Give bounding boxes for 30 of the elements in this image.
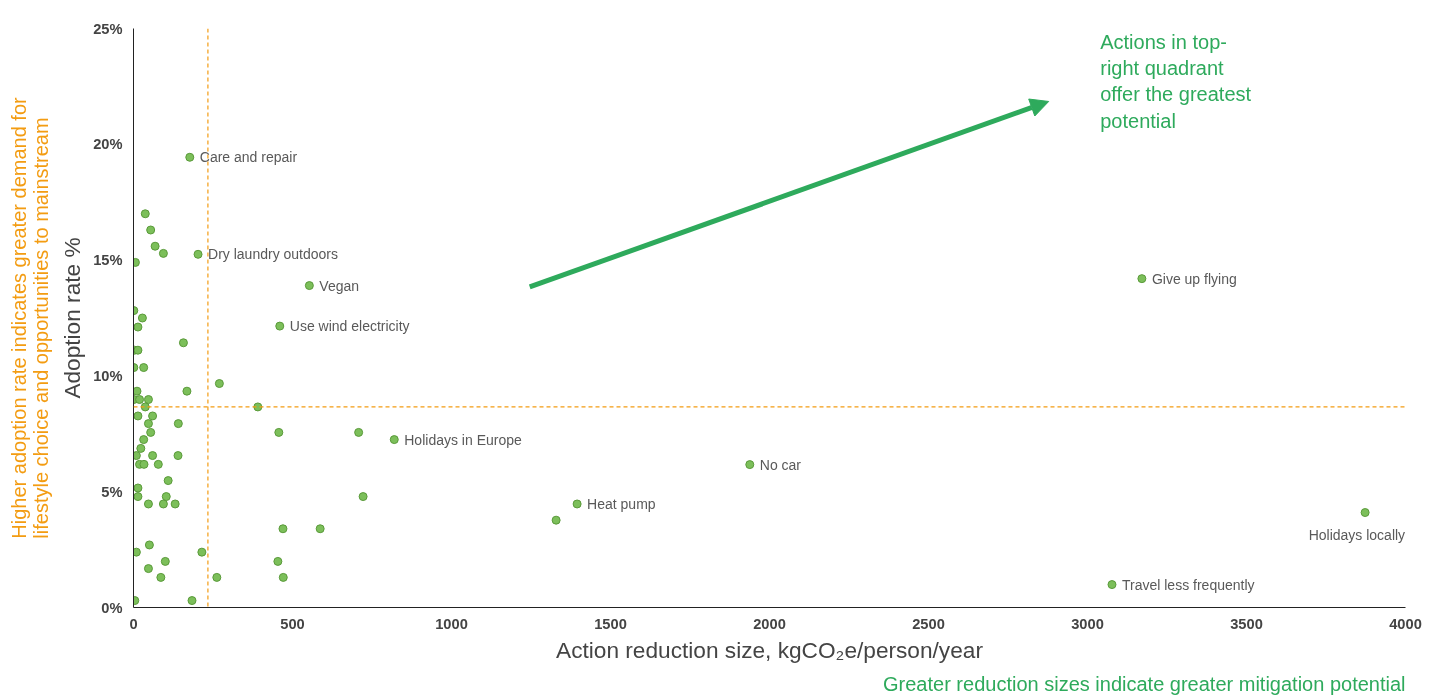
y-tick-label: 15% [93,252,123,269]
y-axis-title: Adoption rate % [59,237,86,399]
y-tick-label: 0% [101,599,123,616]
x-tick-label: 1000 [435,615,468,632]
annotation: Holidays locally [1308,526,1406,543]
annotation: Give up flying [1151,270,1237,287]
x-axis-title: Action reduction size, kgCO₂e/person/year [556,636,984,663]
annotation: Travel less frequently [1121,576,1255,593]
annotation: Care and repair [199,149,298,166]
annotation: Use wind electricity [289,318,410,335]
annotation: Dry laundry outdoors [208,246,339,263]
y-tick-label: 10% [93,367,123,384]
x-tick-label: 2000 [753,615,786,632]
y-tick-label: 25% [93,20,123,37]
y-tick-label: 5% [101,483,123,500]
x-tick-label: 0 [129,615,138,632]
x-tick-label: 4000 [1389,615,1422,632]
x-tick-label: 2500 [912,615,945,632]
annotation: Actions in top-right quadrant offer the greatest potential [1100,30,1252,132]
x-tick-label: 3000 [1071,615,1104,632]
y-tick-label: 20% [93,136,123,153]
annotation: Holidays in Europe [404,431,522,448]
x-tick-label: 1500 [594,615,627,632]
x-tick-label: 500 [280,615,305,632]
annotation: Vegan [319,277,360,294]
x-tick-label: 3500 [1230,615,1263,632]
text: Higher adoption rate indicates greater demand for lifestyle choice and opportunities to mainstream [7,96,52,539]
text: Greater reduction sizes indicate greater mitigation potential [883,672,1406,695]
annotation: No car [759,456,802,473]
annotation: Heat pump [587,495,656,512]
